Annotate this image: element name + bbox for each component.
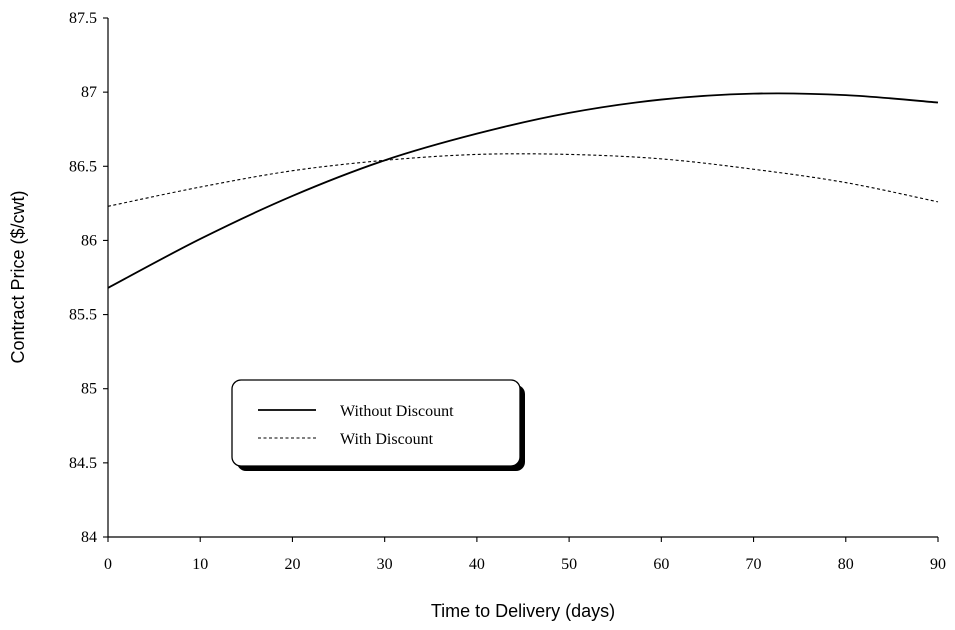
x-tick-label: 0 <box>104 556 112 573</box>
x-tick-label: 90 <box>930 556 946 573</box>
legend-label-with-discount: With Discount <box>340 431 434 448</box>
y-tick-label: 87.5 <box>69 10 97 27</box>
series-line-with-discount <box>107 153 939 207</box>
series-layer <box>107 92 939 289</box>
x-tick-label: 30 <box>377 556 393 573</box>
legend-box <box>231 379 521 467</box>
x-tick-label: 10 <box>192 556 208 573</box>
x-axis-title: Time to Delivery (days) <box>431 601 615 621</box>
y-tick-label: 84 <box>81 529 97 546</box>
x-tick-label: 60 <box>653 556 669 573</box>
x-tick-label: 20 <box>284 556 300 573</box>
y-tick-label: 87 <box>81 84 97 101</box>
x-tick-label: 40 <box>469 556 485 573</box>
series-line-without-discount <box>107 92 939 289</box>
y-tick-label: 86.5 <box>69 158 97 175</box>
tick-layer: 84 84.5 85 85.5 86 86.5 87 87.5 0 10 20 30 40 50 60 70 8… <box>69 10 946 573</box>
x-tick-label: 80 <box>838 556 854 573</box>
y-tick-label: 84.5 <box>69 455 97 472</box>
y-tick-label: 85.5 <box>69 307 97 324</box>
y-tick-label: 85 <box>81 381 97 398</box>
legend: Without Discount With Discount <box>231 379 525 471</box>
y-axis-title: Contract Price ($/cwt) <box>8 190 28 363</box>
x-tick-label: 50 <box>561 556 577 573</box>
y-tick-label: 86 <box>81 232 97 249</box>
legend-label-without-discount: Without Discount <box>340 403 454 420</box>
x-tick-label: 70 <box>746 556 762 573</box>
